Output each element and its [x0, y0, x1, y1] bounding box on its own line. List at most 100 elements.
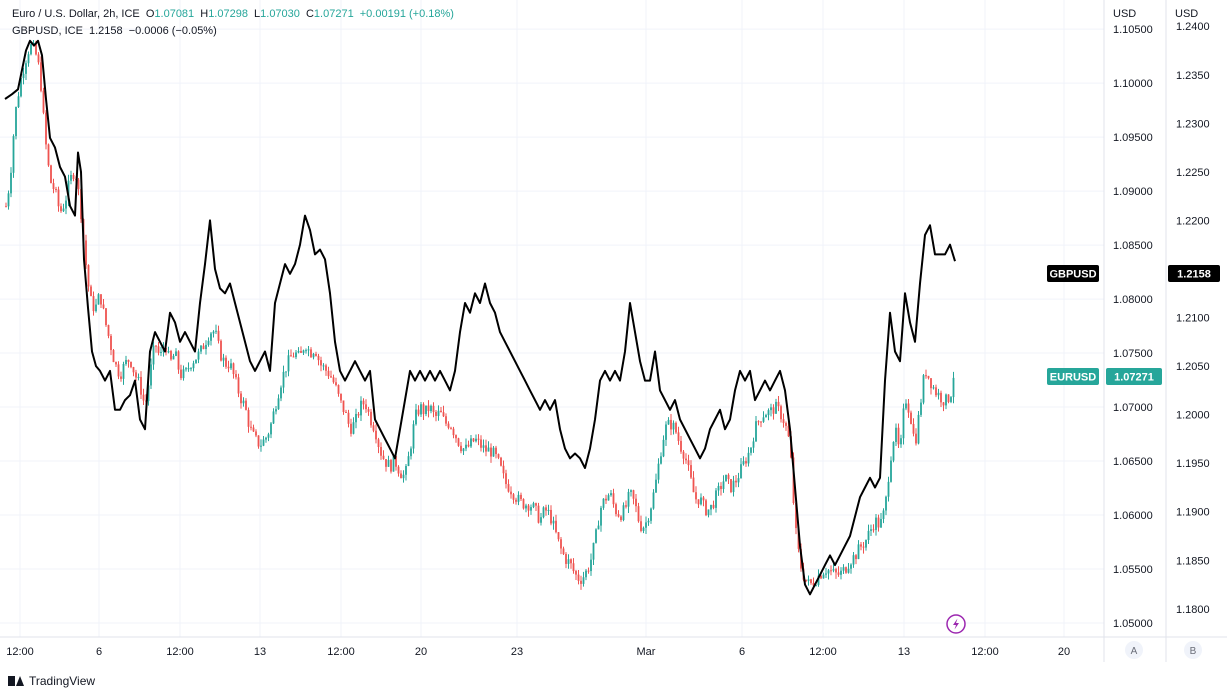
eurusd-last-price: 1.07271 [1114, 372, 1154, 384]
eurusd-candle [677, 426, 680, 445]
axis-a-tick: 1.06000 [1113, 510, 1153, 522]
eurusd-candle [267, 432, 270, 442]
eurusd-candle [820, 574, 822, 580]
eurusd-candle [507, 479, 510, 493]
eurusd-candle [845, 566, 847, 574]
eurusd-candle [435, 410, 437, 422]
eurusd-candle [717, 482, 720, 496]
eurusd-candle [847, 563, 850, 574]
eurusd-candle [260, 439, 262, 452]
eurusd-candle [940, 390, 942, 407]
tradingview-branding[interactable]: TradingView [8, 674, 95, 688]
eurusd-candle [780, 404, 782, 423]
eurusd-candle [745, 457, 747, 467]
lightning-icon[interactable] [946, 614, 966, 634]
time-axis-ticks[interactable]: 12:00 6 12:00 13 12:00 20 23 Mar 6 12:00 13 12:00 20 [6, 646, 1070, 658]
eurusd-candle [200, 345, 202, 355]
eurusd-name-badge: EURUSD [1047, 368, 1099, 385]
gbpusd-symbol[interactable]: GBPUSD, ICE [12, 25, 83, 37]
eurusd-candle [250, 420, 252, 431]
eurusd-candle [317, 353, 320, 366]
eurusd-candle [562, 546, 565, 556]
eurusd-candle [727, 473, 730, 484]
eurusd-candle [682, 449, 685, 465]
gbpusd-line [4, 39, 956, 596]
eurusd-candle [620, 515, 622, 522]
axis-b-ticks[interactable]: 1.24001.23501.23001.22501.22001.21501.21… [1176, 21, 1210, 616]
eurusd-candle [332, 374, 335, 384]
eurusd-candle [382, 450, 385, 460]
eurusd-candle [475, 434, 477, 443]
eurusd-candle [662, 435, 665, 458]
eurusd-candle [842, 564, 845, 575]
axis-a-tick: 1.07000 [1113, 402, 1153, 414]
eurusd-candle [315, 351, 317, 357]
axis-a-scale-button[interactable]: A [1125, 641, 1143, 659]
eurusd-candle [242, 397, 245, 407]
eurusd-candle [72, 172, 75, 182]
eurusd-candle [565, 552, 567, 569]
eurusd-candle [805, 579, 807, 583]
eurusd-candle [325, 363, 327, 376]
eurusd-candle [62, 203, 65, 213]
eurusd-candle [222, 353, 225, 367]
eurusd-candle [525, 503, 527, 513]
eurusd-candle [855, 554, 857, 565]
eurusd-candle [400, 470, 402, 479]
axis-b-unit: USD [1175, 8, 1198, 20]
eurusd-candle [585, 568, 587, 581]
eurusd-candle [870, 524, 872, 537]
eurusd-candle [692, 471, 695, 493]
eurusd-candle [810, 578, 812, 585]
eurusd-candle [530, 504, 532, 515]
eurusd-candle [15, 106, 17, 140]
eurusd-candle [897, 423, 900, 449]
axis-b-tick: 1.2400 [1176, 21, 1210, 33]
eurusd-candle [350, 418, 352, 437]
eurusd-candle [417, 405, 420, 417]
eurusd-candle [272, 408, 275, 425]
eurusd-candle [142, 388, 145, 405]
eurusd-candle [925, 369, 927, 379]
eurusd-candle [920, 398, 922, 417]
eurusd-candle [917, 411, 920, 445]
eurusd-candle [710, 504, 712, 516]
axis-a-ticks[interactable]: 1.10500 1.10000 1.09500 1.09000 1.08500 1.080… [1113, 24, 1153, 630]
eurusd-candle [615, 502, 617, 517]
axis-a-tick: 1.06500 [1113, 456, 1153, 468]
eurusd-candle [375, 424, 377, 444]
eurusd-candle [120, 371, 122, 382]
eurusd-candle [877, 514, 880, 532]
gbpusd-legend: GBPUSD, ICE 1.2158 −0.0006 (−0.05%) [12, 25, 220, 37]
axis-a-tick: 1.05000 [1113, 618, 1153, 630]
eurusd-candle [590, 553, 592, 576]
eurusd-candle [832, 562, 835, 573]
eurusd-symbol[interactable]: Euro / U.S. Dollar, 2h, ICE [12, 8, 140, 20]
eurusd-candle [485, 439, 487, 457]
eurusd-candle [577, 570, 580, 585]
eurusd-candle [740, 458, 742, 479]
axis-b-tick: 1.1800 [1176, 604, 1210, 616]
axis-b-tick: 1.2100 [1176, 313, 1210, 325]
eurusd-candle [902, 403, 905, 445]
gbpusd-change: −0.0006 (−0.05%) [128, 25, 217, 37]
eurusd-candle [757, 420, 760, 426]
axis-a-tick: 1.08000 [1113, 294, 1153, 306]
eurusd-candle [837, 566, 840, 577]
eurusd-candle [650, 507, 652, 524]
eurusd-candle [157, 342, 160, 356]
eurusd-candle [297, 347, 300, 354]
eurusd-candle [205, 340, 207, 355]
eurusd-candle [92, 291, 95, 316]
axis-b-tick: 1.2200 [1176, 215, 1210, 227]
eurusd-candle [217, 325, 220, 344]
eurusd-candle [437, 405, 440, 421]
axis-b-scale-button[interactable]: B [1184, 641, 1202, 659]
time-axis-tick: Mar [637, 646, 656, 658]
eurusd-candle [47, 143, 50, 167]
eurusd-price-badge: 1.07271 [1106, 368, 1162, 385]
eurusd-candle [707, 509, 710, 518]
eurusd-candle [922, 373, 925, 405]
eurusd-candle [522, 498, 525, 510]
